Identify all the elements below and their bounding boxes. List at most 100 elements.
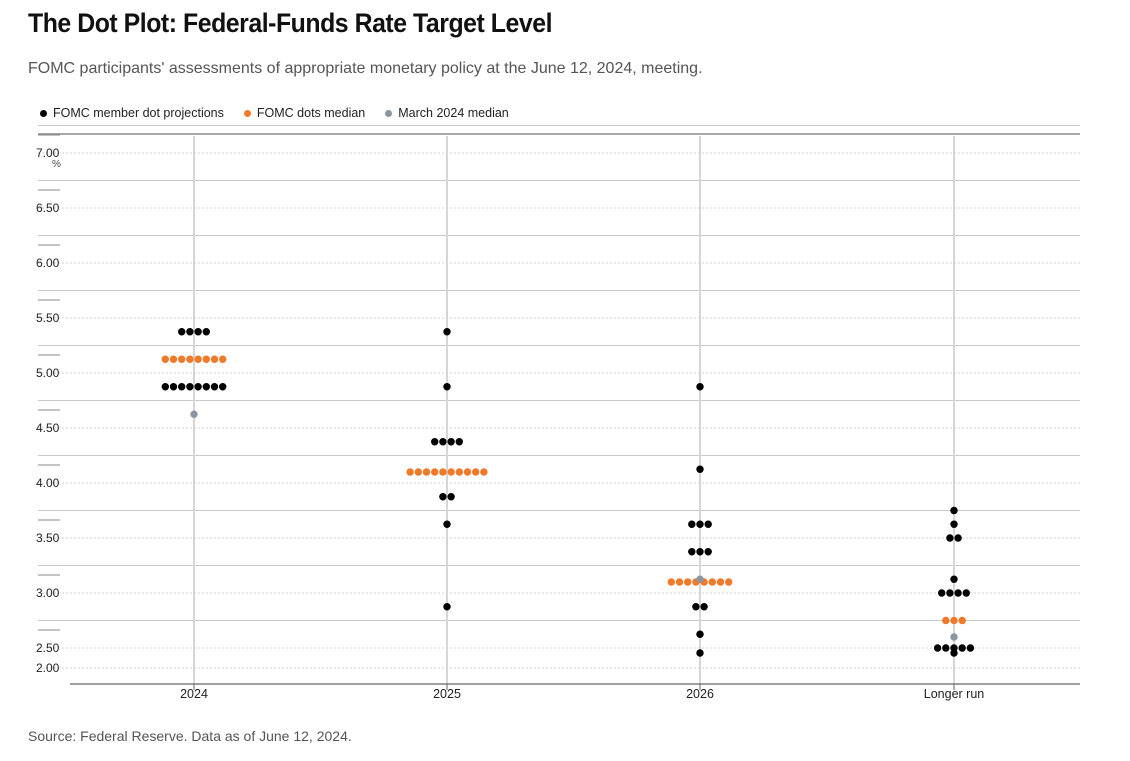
projection-dot-3-4-1	[946, 589, 954, 597]
grid-layer	[38, 125, 1080, 684]
y-tick-label-2.50: 2.50	[36, 641, 60, 655]
chart-subtitle: FOMC participants' assessments of approp…	[28, 60, 703, 77]
source-note: Source: Federal Reserve. Data as of June…	[28, 728, 352, 744]
projection-dot-2-1-0	[696, 465, 704, 473]
legend-item-projections: FOMC member dot projections	[40, 106, 224, 120]
projection-dot-3-5-1	[942, 644, 950, 652]
march-median-dot-2	[950, 633, 958, 641]
median-dot-0-6	[210, 355, 219, 363]
projection-dot-2-2-2	[704, 520, 712, 528]
legend-label-median: FOMC dots median	[256, 106, 366, 120]
projection-dot-0-1-6	[210, 383, 219, 391]
projection-dot-1-2-0	[431, 438, 439, 446]
projection-dot-3-5-3	[958, 644, 966, 652]
median-dot-0-5	[202, 355, 210, 363]
x-tick-label-2: 2026	[686, 687, 714, 701]
projection-dot-0-1-4	[194, 383, 202, 391]
y-tick-label-7.00: 7.00	[36, 146, 60, 160]
x-tick-label-1: 2025	[433, 687, 461, 701]
median-dot-1-1	[414, 468, 422, 476]
projection-dot-3-4-0	[938, 589, 946, 597]
projection-dot-2-6-0	[696, 649, 704, 657]
y-tick-label-2.00: 2.00	[36, 661, 60, 675]
projection-dot-2-3-1	[696, 548, 704, 556]
median-dot-0-2	[178, 355, 186, 363]
projection-dot-1-2-2	[447, 438, 455, 446]
median-dot-2-1	[675, 578, 684, 586]
y-tick-label-3.50: 3.50	[36, 531, 60, 545]
median-dot-0-7	[219, 355, 227, 363]
projection-dot-0-1-7	[219, 383, 227, 391]
projection-dot-3-2-1	[954, 534, 962, 542]
projection-dot-1-2-3	[455, 438, 463, 446]
projection-dot-3-0-0	[950, 506, 958, 515]
legend-item-march-median: March 2024 median	[385, 106, 509, 120]
projection-dot-1-4-0	[443, 520, 451, 528]
march-median-dot-0	[190, 410, 198, 418]
projection-dot-3-6-0	[950, 649, 958, 657]
median-dot-1-5	[447, 468, 455, 476]
median-dot-3-0	[942, 616, 950, 625]
median-dot-0-1	[169, 355, 178, 363]
y-tick-label-5.00: 5.00	[36, 366, 60, 380]
median-dot-1-8	[472, 468, 480, 476]
projection-dot-0-1-0	[161, 383, 169, 391]
median-dot-0-4	[194, 355, 202, 363]
projection-dot-1-3-1	[447, 493, 455, 501]
projection-dot-3-1-0	[950, 520, 958, 528]
projection-dot-3-5-0	[933, 644, 942, 652]
y-tick-label-6.50: 6.50	[36, 201, 60, 215]
legend-label-projections: FOMC member dot projections	[53, 106, 224, 120]
projection-dot-2-2-0	[688, 520, 696, 528]
y-tick-label-3.00: 3.00	[36, 586, 60, 600]
projection-dot-0-0-0	[178, 328, 186, 336]
y-tick-label-4.00: 4.00	[36, 476, 60, 490]
median-dot-1-4	[439, 468, 447, 476]
projection-dot-3-4-3	[962, 589, 970, 597]
median-dot-2-0	[667, 578, 675, 586]
projection-dot-1-5-0	[443, 603, 451, 611]
projection-dot-3-2-0	[946, 534, 954, 542]
projection-dot-0-1-5	[202, 383, 210, 391]
projection-dot-3-5-4	[966, 644, 975, 652]
projection-dot-0-1-1	[169, 383, 178, 391]
legend-swatch-median	[243, 109, 251, 117]
legend-swatch-march-median	[385, 109, 393, 117]
x-tick-label-3: Longer run	[924, 687, 985, 701]
march-median-dot-1	[696, 575, 704, 583]
projection-dot-2-4-1	[700, 603, 708, 611]
median-dot-2-2	[684, 578, 692, 586]
projection-dot-0-1-2	[178, 383, 186, 391]
y-unit-label: %	[52, 159, 61, 170]
projection-dot-2-4-0	[692, 603, 700, 611]
median-dot-1-6	[455, 468, 463, 476]
median-dot-0-0	[161, 355, 169, 363]
projection-dot-1-0-0	[443, 328, 451, 336]
median-dot-1-7	[463, 468, 472, 476]
projection-dot-0-0-1	[186, 328, 194, 336]
median-dot-1-0	[406, 468, 414, 476]
projection-dot-2-2-1	[696, 520, 704, 528]
x-tick-label-0: 2024	[180, 687, 208, 701]
axis-layer: 2.00 2.50 3.00 3.50 4.00 4.50 5.00 5.50 6.00 6.50…	[36, 134, 1080, 701]
median-dot-3-2	[958, 616, 966, 625]
projection-dot-0-0-2	[194, 328, 202, 336]
y-tick-label-6.00: 6.00	[36, 256, 60, 270]
y-tick-label-4.50: 4.50	[36, 421, 60, 435]
projection-dot-3-4-2	[954, 589, 962, 597]
projection-dot-2-3-2	[704, 548, 712, 556]
projection-dot-1-1-0	[443, 383, 451, 391]
median-dot-1-3	[431, 468, 439, 476]
median-dot-1-2	[422, 468, 431, 476]
median-dot-2-6	[716, 578, 725, 586]
projection-dot-1-2-1	[439, 438, 447, 446]
projection-dot-0-0-3	[202, 328, 210, 336]
median-dot-3-1	[950, 616, 958, 625]
y-tick-label-5.50: 5.50	[36, 311, 60, 325]
chart-title: The Dot Plot: Federal-Funds Rate Target …	[28, 8, 553, 38]
legend-item-median: FOMC dots median	[243, 106, 366, 120]
legend-label-march-median: March 2024 median	[398, 106, 509, 120]
chart-legend: FOMC member dot projections FOMC dots me…	[40, 106, 529, 120]
projection-dot-2-5-0	[696, 630, 704, 638]
